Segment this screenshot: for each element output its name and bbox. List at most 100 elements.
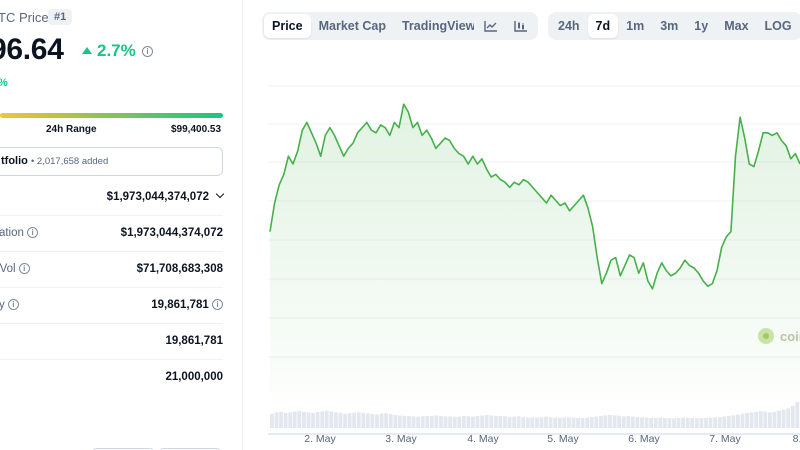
price-chart-svg: 2. May 3. May 4. May 5. May 6. May 7. May 8. bbox=[268, 85, 800, 445]
volume-bar bbox=[452, 416, 457, 428]
volume-bar bbox=[795, 402, 800, 428]
volume-bar bbox=[754, 411, 759, 428]
volume-bar bbox=[713, 417, 717, 428]
range-1m[interactable]: 1m bbox=[626, 19, 645, 33]
volume-bar bbox=[443, 416, 448, 428]
price-chart[interactable]: 2. May 3. May 4. May 5. May 6. May 7. May 8. bbox=[243, 46, 800, 450]
volume-bar bbox=[439, 416, 443, 428]
chevron-down-icon[interactable] bbox=[215, 189, 225, 199]
coin-stats-panel: TC Price #1 96.64 2.7% i % 24h Range $99… bbox=[0, 0, 242, 450]
volume-bar bbox=[311, 412, 315, 428]
stat-row-total-supply: 19,861,781 bbox=[0, 324, 223, 360]
volume-bar bbox=[626, 416, 631, 428]
volume-bar bbox=[288, 412, 293, 428]
info-icon[interactable]: i bbox=[142, 46, 153, 57]
stat-value: $1,973,044,374,072 bbox=[120, 227, 223, 239]
volume-bar bbox=[320, 411, 325, 428]
price-change: 2.7% bbox=[82, 41, 136, 61]
range-log[interactable]: LOG bbox=[764, 19, 792, 33]
stat-row-market-cap[interactable]: $1,973,044,374,072 bbox=[0, 180, 225, 216]
secondary-change: % bbox=[0, 77, 8, 89]
x-tick-label: 2. May bbox=[304, 433, 336, 445]
volume-bar bbox=[777, 410, 781, 428]
volume-bar bbox=[589, 417, 594, 428]
tab-tradingview[interactable]: TradingView bbox=[401, 19, 476, 33]
volume-bar bbox=[429, 415, 434, 428]
volume-bar bbox=[466, 416, 471, 428]
volume-bar bbox=[365, 413, 370, 428]
stat-value: 19,861,781 i bbox=[151, 299, 223, 311]
volume-bar bbox=[544, 416, 548, 428]
current-price: 96.64 bbox=[0, 33, 64, 66]
volume-bar bbox=[621, 416, 626, 428]
stat-value: $1,973,044,374,072 bbox=[107, 189, 225, 203]
line-chart-button[interactable] bbox=[476, 14, 506, 38]
info-icon[interactable]: i bbox=[212, 299, 223, 311]
volume-bar bbox=[393, 415, 398, 428]
volume-bar bbox=[708, 417, 713, 428]
range-1y[interactable]: 1y bbox=[694, 19, 709, 33]
watermark: coir bbox=[758, 328, 800, 344]
volume-bar bbox=[503, 416, 507, 428]
range-7d[interactable]: 7d bbox=[587, 14, 619, 38]
portfolio-label: tfolio bbox=[1, 155, 28, 167]
volume-bar bbox=[653, 418, 658, 428]
volume-bar bbox=[553, 417, 558, 428]
candlestick-icon bbox=[514, 21, 527, 32]
stat-key: g Vol i bbox=[0, 263, 30, 275]
volume-bar bbox=[740, 413, 745, 428]
add-to-portfolio-button[interactable]: tfolio • 2,017,658 added bbox=[0, 147, 223, 176]
time-range-tabs: 24h 7d 1m 3m 1y Max LOG bbox=[548, 12, 800, 40]
x-tick-label: 3. May bbox=[385, 433, 417, 445]
volume-bar bbox=[745, 412, 749, 428]
watermark-text: coir bbox=[780, 328, 800, 344]
rank-badge: #1 bbox=[48, 9, 73, 25]
candlestick-chart-button[interactable] bbox=[506, 14, 536, 38]
x-tick-label: 4. May bbox=[467, 433, 499, 445]
volume-bar bbox=[539, 417, 544, 428]
volume-bar bbox=[699, 418, 704, 428]
volume-bar bbox=[571, 417, 576, 428]
volume-bar bbox=[448, 416, 452, 428]
volume-bar bbox=[315, 412, 320, 428]
volume-bar bbox=[644, 417, 649, 428]
footer-button[interactable] bbox=[93, 448, 153, 450]
volume-bar bbox=[480, 415, 484, 428]
volume-bar bbox=[407, 416, 411, 428]
volume-bar bbox=[306, 412, 311, 428]
volume-bar bbox=[270, 413, 274, 428]
volume-bar bbox=[402, 415, 407, 428]
volume-bar bbox=[475, 416, 480, 428]
info-icon[interactable]: i bbox=[27, 227, 39, 239]
volume-bar bbox=[790, 405, 795, 428]
x-tick-label: 8. bbox=[793, 433, 800, 445]
range-24h[interactable]: 24h bbox=[558, 19, 580, 33]
volume-bar bbox=[352, 412, 356, 428]
volume-bar bbox=[681, 417, 685, 428]
volume-bar bbox=[649, 417, 653, 428]
volume-bar bbox=[786, 408, 791, 428]
x-tick-label: 6. May bbox=[628, 433, 660, 445]
footer-button[interactable] bbox=[160, 448, 220, 450]
tab-price[interactable]: Price bbox=[264, 14, 311, 38]
volume-bar bbox=[772, 411, 777, 428]
volume-bar bbox=[722, 416, 727, 428]
range-3m[interactable]: 3m bbox=[660, 19, 679, 33]
stat-row-fdv: luation i $1,973,044,374,072 bbox=[0, 216, 223, 252]
volume-bar bbox=[343, 413, 347, 428]
volume-bar bbox=[658, 417, 663, 428]
tab-market-cap[interactable]: Market Cap bbox=[318, 19, 386, 33]
info-icon[interactable]: i bbox=[7, 299, 19, 311]
price-area bbox=[270, 104, 800, 392]
panel-divider bbox=[242, 0, 243, 450]
volume-bar bbox=[521, 417, 526, 428]
x-tick-label: 7. May bbox=[709, 433, 741, 445]
volume-bar bbox=[535, 417, 539, 428]
volume-bar bbox=[717, 417, 722, 428]
info-icon[interactable]: i bbox=[18, 263, 30, 275]
volume-bar bbox=[507, 416, 512, 428]
price-change-value: 2.7% bbox=[97, 41, 136, 60]
volume-bar bbox=[484, 415, 489, 428]
stat-value: $71,708,683,308 bbox=[136, 263, 223, 275]
range-max[interactable]: Max bbox=[724, 19, 749, 33]
